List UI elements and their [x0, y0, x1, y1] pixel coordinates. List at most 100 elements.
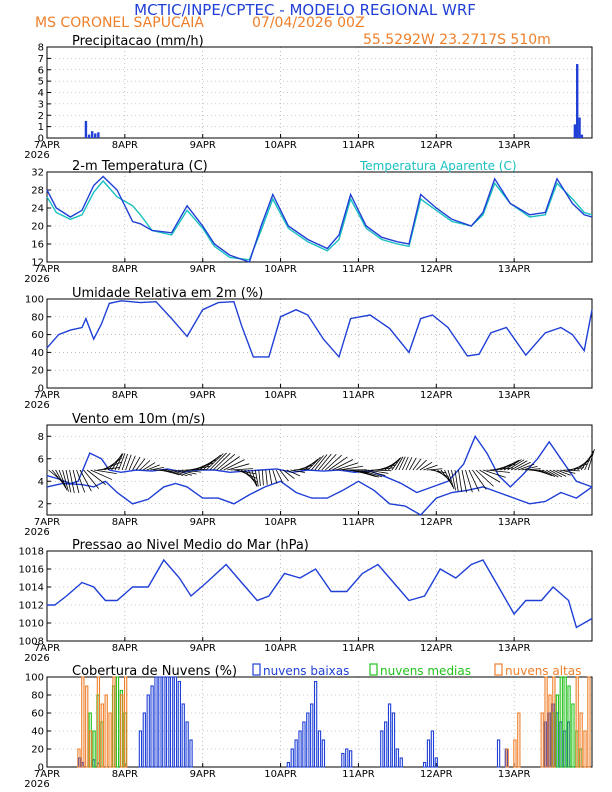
wind-barb	[451, 469, 457, 491]
panel-frame	[46, 298, 593, 389]
cloud-bar-0	[422, 761, 427, 768]
wind-barb	[227, 463, 250, 471]
y-tick-label: 20	[31, 366, 44, 377]
wind-barb	[178, 469, 197, 475]
panel-title: Vento em 10m (m/s)	[72, 412, 205, 427]
y-tick-label: 3	[38, 99, 44, 110]
y-tick-label: 100	[25, 673, 44, 684]
wind-barb	[94, 469, 117, 474]
y-tick-label: 60	[31, 709, 44, 720]
cloud-bar-2	[96, 676, 101, 768]
wind-barb	[86, 469, 106, 486]
cloud-bar-2	[583, 730, 587, 768]
wind-barb	[556, 469, 571, 476]
cloud-bar-1	[115, 676, 120, 768]
cloud-bar-2	[104, 694, 108, 768]
y-tick-label: 100	[25, 295, 44, 306]
wind-barb	[146, 464, 160, 471]
cloud-bar-0	[384, 721, 388, 768]
cloud-bar-2	[540, 712, 544, 768]
cloud-bar-0	[169, 676, 174, 768]
precip-bar	[580, 134, 584, 138]
panel-title: Cobertura de Nuvens (%)	[72, 664, 237, 679]
cloud-bar-0	[348, 750, 353, 768]
cloud-bar-0	[430, 730, 435, 768]
y-tick-label: 60	[31, 330, 44, 341]
x-tick-label: 9APR	[190, 264, 216, 275]
wind-barb	[304, 458, 319, 471]
wind-barb	[247, 469, 258, 487]
wind-barb	[171, 469, 188, 477]
header-station: MS CORONEL SAPUCAIA	[35, 15, 204, 31]
cloud-bar-0	[395, 748, 400, 768]
y-tick-label: 20	[31, 745, 44, 756]
wind-barb	[353, 469, 377, 478]
y-tick-label: 2	[38, 499, 44, 510]
legend-label: nuvens baixas	[263, 664, 349, 678]
y-tick-label: 1016	[19, 565, 44, 576]
cloud-bar-0	[146, 694, 150, 768]
cloud-bar-0	[158, 676, 162, 768]
precip-bar	[94, 133, 97, 138]
wind-barb	[318, 453, 332, 471]
y-tick-label: 40	[31, 727, 44, 738]
cloud-bar-0	[142, 712, 146, 768]
x-tick-label: 12APR	[420, 769, 453, 780]
wind-barb	[398, 456, 406, 471]
wind-barb	[545, 469, 559, 478]
wind-barb	[525, 468, 541, 471]
y-tick-label: 4	[38, 477, 44, 488]
wind-barb	[367, 469, 389, 474]
legend-label: nuvens altas	[505, 664, 581, 678]
apparent-temp-line	[46, 179, 593, 261]
wind-barb	[254, 469, 259, 487]
cloud-bar-0	[173, 676, 178, 768]
x-tick-label: 9APR	[190, 390, 216, 401]
wind-line-lower	[46, 480, 593, 516]
x-tick-label: 12APR	[420, 140, 453, 151]
wind-barb	[111, 453, 123, 471]
cloud-bar-1	[571, 703, 575, 768]
wind-barb	[587, 449, 595, 471]
cloud-bar-2	[579, 712, 583, 768]
cloud-bar-0	[290, 748, 294, 768]
x-tick-label: 11APR	[342, 264, 375, 275]
wind-barb	[125, 454, 132, 471]
wind-barb	[234, 469, 256, 475]
wind-barb	[514, 461, 531, 471]
x-tick-label: 8APR	[112, 140, 138, 151]
x-tick-label: 13APR	[498, 517, 531, 528]
x-year-label: 2026	[24, 274, 49, 285]
x-tick-label: 8APR	[112, 390, 138, 401]
wind-barb	[552, 469, 567, 477]
wind-barb	[363, 469, 386, 476]
y-tick-label: 5	[38, 77, 44, 88]
panel-clouds: 0 20 40 60 80 100 7APR 8APR 9APR 10APR 11APR 12APR 1…	[24, 663, 593, 790]
wind-barb	[205, 453, 224, 471]
legend-apparent-temp: Temperatura Aparente (C)	[359, 159, 517, 173]
cloud-bar-2	[100, 703, 104, 768]
cloud-bar-0	[310, 703, 314, 768]
y-tick-label: 80	[31, 691, 44, 702]
x-year-label: 2026	[24, 150, 49, 161]
cloud-bar-0	[189, 739, 193, 768]
x-year-label: 2026	[24, 400, 49, 411]
wind-barb	[286, 469, 301, 477]
wind-barb	[507, 459, 525, 471]
wind-barb	[251, 469, 258, 487]
cloud-bar-2	[548, 694, 552, 768]
x-tick-label: 12APR	[420, 643, 453, 654]
wind-barb	[332, 459, 354, 471]
wind-barb	[76, 469, 86, 493]
x-tick-label: 8APR	[112, 769, 138, 780]
x-tick-label: 12APR	[420, 390, 453, 401]
precip-bar	[578, 117, 581, 138]
wind-barb	[261, 469, 264, 486]
y-tick-label: 0	[38, 763, 44, 774]
wind-barb	[212, 452, 231, 471]
y-tick-label: 0	[38, 384, 44, 395]
cloud-bar-0	[399, 757, 403, 768]
cloud-bar-2	[575, 676, 579, 768]
wind-barb	[430, 469, 447, 474]
